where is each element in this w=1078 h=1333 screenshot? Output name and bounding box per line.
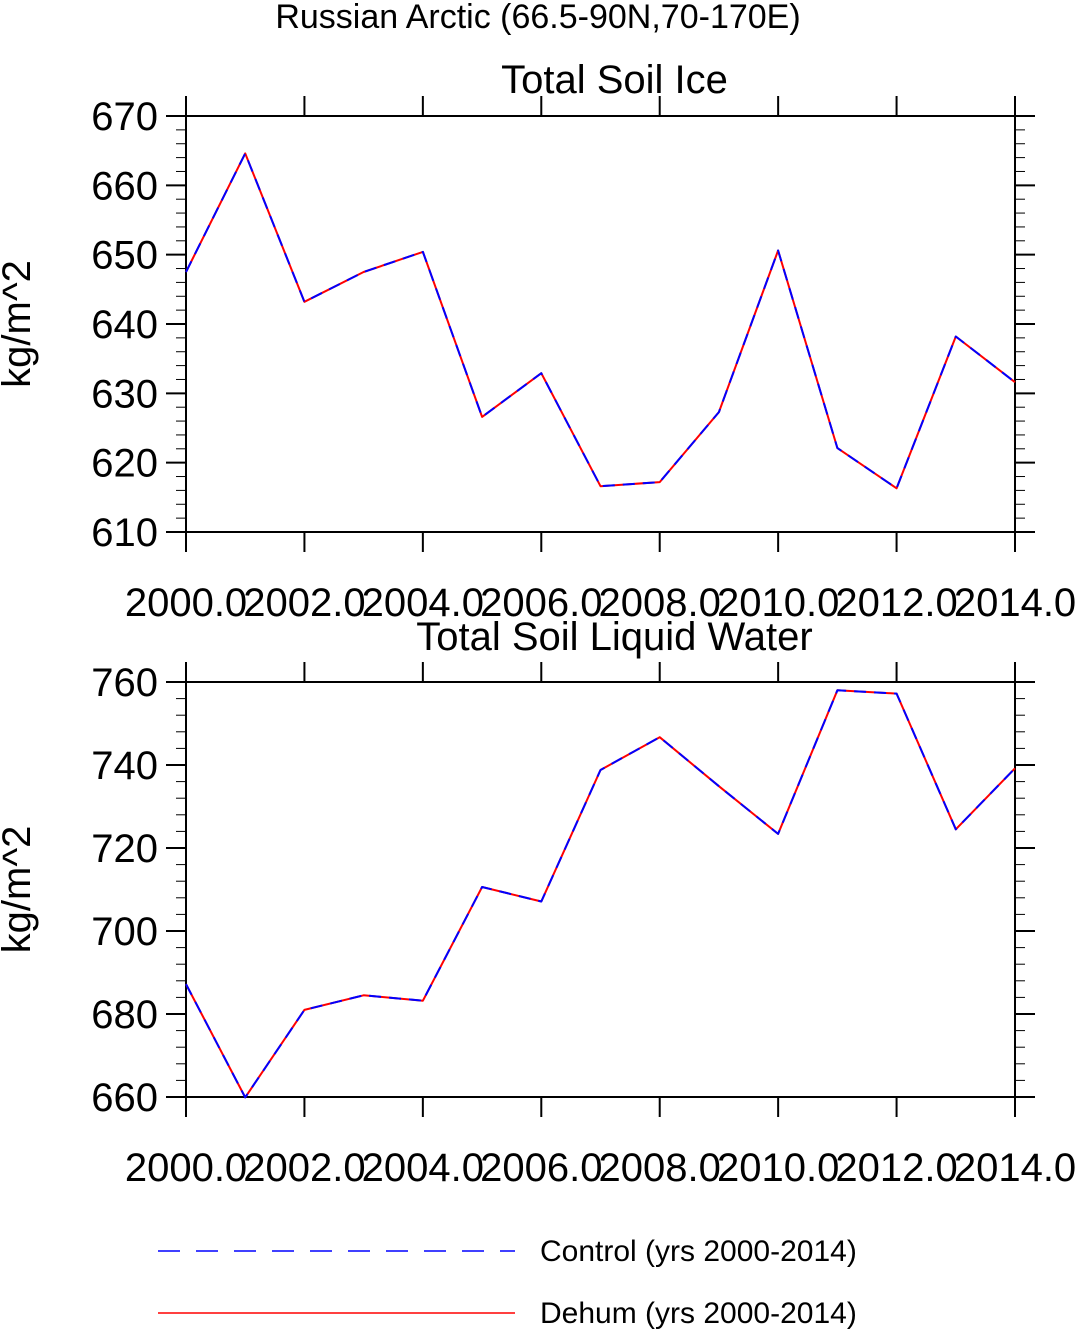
y-tick-label: 700	[91, 910, 158, 954]
panel-title: Total Soil Ice	[501, 58, 728, 102]
x-tick-label: 2004.0	[362, 1146, 484, 1190]
soil-ice-panel: Total Soil Ice 610 620 630 640 650 660 670 2000.…	[0, 58, 1076, 625]
x-tick-label: 2012.0	[835, 1146, 957, 1190]
y-tick-label: 740	[91, 744, 158, 788]
x-tick-label: 2008.0	[599, 1146, 721, 1190]
x-tick-label: 2014.0	[954, 1146, 1076, 1190]
y-tick-label: 680	[91, 993, 158, 1037]
y-axis-label: kg/m^2	[0, 260, 39, 388]
y-tick-label: 670	[91, 95, 158, 139]
legend: Control (yrs 2000-2014) Dehum (yrs 2000-…	[158, 1235, 857, 1330]
x-tick-label: 2014.0	[954, 581, 1076, 625]
x-tick-label: 2000.0	[125, 1146, 247, 1190]
x-tick-label: 2010.0	[717, 581, 839, 625]
x-tick-label: 2002.0	[243, 1146, 365, 1190]
x-tick-label: 2004.0	[362, 581, 484, 625]
x-tick-label: 2006.0	[480, 581, 602, 625]
x-tick-label: 2012.0	[835, 581, 957, 625]
y-tick-label: 650	[91, 234, 158, 278]
dehum-series-line	[185, 152, 1016, 490]
y-tick-label: 760	[91, 661, 158, 705]
y-tick-label: 630	[91, 372, 158, 416]
x-tick-label: 2002.0	[243, 581, 365, 625]
control-series-line	[185, 152, 1016, 490]
soil-liquid-water-panel: Total Soil Liquid Water 660 680 700 720 740 76…	[0, 615, 1076, 1190]
y-tick-label: 640	[91, 303, 158, 347]
y-tick-label: 660	[91, 1076, 158, 1120]
x-tick-label: 2006.0	[480, 1146, 602, 1190]
figure-title: Russian Arctic (66.5-90N,70-170E)	[275, 0, 800, 36]
x-tick-label: 2000.0	[125, 581, 247, 625]
legend-control-label: Control (yrs 2000-2014)	[540, 1235, 857, 1268]
y-tick-label: 660	[91, 164, 158, 208]
dehum-series-line	[185, 689, 1016, 1099]
panel-title: Total Soil Liquid Water	[416, 615, 812, 659]
x-tick-label: 2010.0	[717, 1146, 839, 1190]
legend-dehum-label: Dehum (yrs 2000-2014)	[540, 1297, 857, 1330]
y-axis-label: kg/m^2	[0, 826, 39, 954]
plot-frame	[185, 681, 1016, 1098]
y-tick-label: 720	[91, 827, 158, 871]
y-tick-label: 610	[91, 511, 158, 555]
plot-frame	[185, 115, 1016, 533]
y-tick-label: 620	[91, 442, 158, 486]
control-series-line	[185, 689, 1016, 1099]
x-tick-label: 2008.0	[599, 581, 721, 625]
